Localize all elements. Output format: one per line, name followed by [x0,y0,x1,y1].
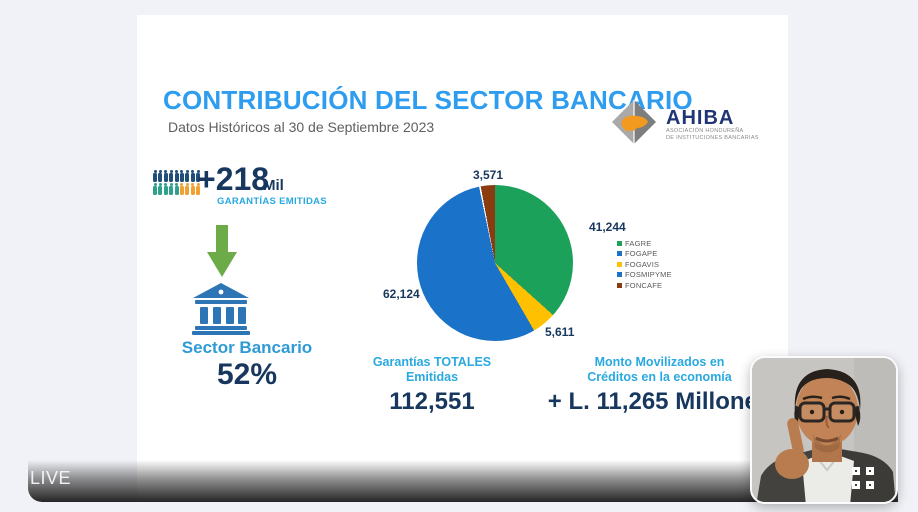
legend-swatch-brown [617,282,622,288]
mobilized-credit-value: + L. 11,265 Millones [547,388,772,415]
legend-item-foncafe: FONCAFE [617,280,672,291]
legend-item-fogape: FOGAPE [617,249,672,260]
pie-label-fogavis: 5,611 [545,325,575,339]
legend-item-fogavis: FOGAVIS [617,259,672,270]
slide-title: CONTRIBUCIÓN DEL SECTOR BANCARIO [163,85,693,115]
logo-name: AHIBA [666,106,735,129]
legend-item-fagre: FAGRE [617,238,672,249]
mobilized-credit-block: Monto Movilizados en Créditos en la econ… [537,355,782,416]
sector-percentage: 52% [216,358,278,391]
legend-item-fosmipyme: FOSMIPYME [617,270,672,281]
fullscreen-icon[interactable] [852,467,874,489]
total-guarantees-value: 112,551 [389,388,475,415]
legend-swatch-blue2 [617,272,622,278]
total-guarantees-block: Garantías TOTALES Emitidas 112,551 [332,355,532,416]
legend-swatch-blue [617,251,622,257]
pie-label-fogape: 62,124 [383,287,420,301]
down-arrow-icon [207,225,237,277]
guarantees-caption: GARANTÍAS EMITIDAS [217,196,327,207]
pie-label-fagre: 41,244 [589,220,626,234]
people-pictogram-icon [153,169,205,195]
sector-label: Sector Bancario [181,338,313,357]
ahiba-diamond-icon [610,98,658,151]
guarantee-funds-pie-chart [417,185,573,341]
slide-subtitle: Datos Históricos al 30 de Septiembre 202… [168,119,435,135]
ahiba-logo: AHIBA ASOCIACIÓN HONDUREÑA DE INSTITUCIO… [610,98,759,151]
pie-label-foncafe: 3,571 [473,168,504,182]
bank-icon [192,283,250,340]
logo-tagline-1: ASOCIACIÓN HONDUREÑA [666,127,744,134]
presentation-slide: CONTRIBUCIÓN DEL SECTOR BANCARIO Datos H… [137,15,788,502]
guarantees-unit: Mil [263,177,284,194]
logo-tagline-2: DE INSTITUCIONES BANCARIAS [666,134,759,141]
live-badge: LIVE [30,468,72,488]
pie-legend: FAGRE FOGAPE FOGAVIS FOSMIPYME FONCAFE [617,238,672,291]
guarantees-count: +218 [197,161,270,197]
speaker-portrait [752,358,896,502]
legend-swatch-green [617,240,622,246]
speaker-webcam[interactable] [750,356,898,504]
legend-swatch-yellow [617,261,622,267]
